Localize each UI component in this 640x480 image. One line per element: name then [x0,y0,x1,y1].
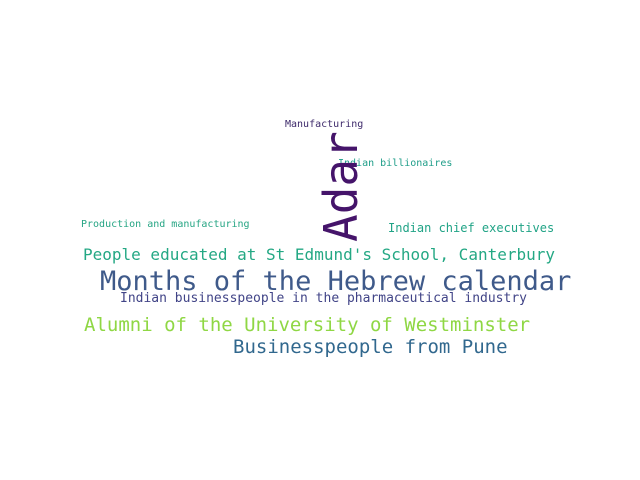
word-manufacturing: Manufacturing [285,119,364,130]
word-adar: Adar [314,131,368,242]
word-hebrew-calendar: Months of the Hebrew calendar [100,266,572,297]
word-production-and-manufacturing: Production and manufacturing [81,219,250,230]
word-indian-chief-executives: Indian chief executives [388,221,555,235]
word-indian-billionaires: Indian billionaires [338,158,453,169]
word-businesspeople-from-pune: Businesspeople from Pune [233,336,508,358]
word-university-of-westminster: Alumni of the University of Westminster [84,314,531,336]
word-pharmaceutical-businesspeople: Indian businesspeople in the pharmaceuti… [120,291,527,306]
word-st-edmunds-school: People educated at St Edmund's School, C… [83,245,556,264]
